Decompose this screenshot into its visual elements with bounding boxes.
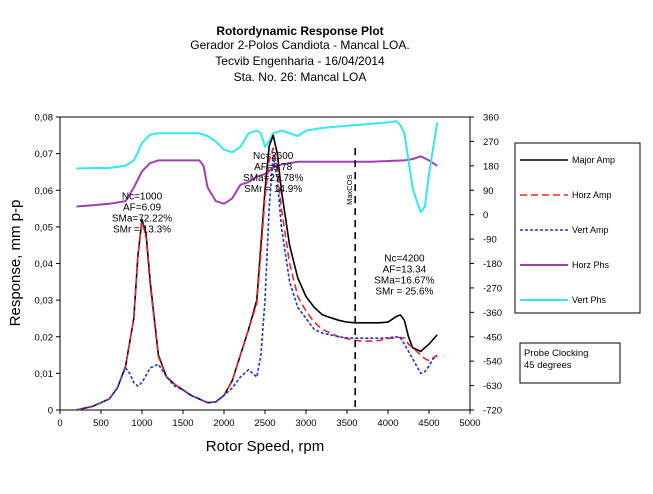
y-tick-label: 0,03 [35, 296, 54, 307]
legend [514, 142, 641, 314]
annotation-line: SMr = 14.9% [244, 184, 302, 195]
x-tick-label: 4000 [377, 418, 398, 429]
x-axis: 0 500 1000 1500 2000 2500 3000 3500 4000 4500 5000 [57, 410, 481, 429]
y-axis-label: Response, mm p-p [7, 200, 24, 327]
y-tick-label: 0 [48, 406, 53, 417]
annotation-line: AF=9.78 [254, 162, 293, 173]
y-tick-label: 0,05 [35, 222, 54, 233]
legend-items: Major Amp Horz Amp Vert Amp Horz Phs Vert Ph… [520, 155, 615, 305]
annotation-line: SMa=16.67% [374, 276, 434, 287]
y2-tick-label: -360 [483, 308, 502, 319]
legend-label-horz-phs: Horz Phs [572, 260, 610, 270]
series-line-vert-phs [76, 120, 439, 213]
y2-tick-label: 360 [483, 113, 499, 124]
y2-tick-label: 180 [483, 161, 499, 172]
y-tick-label: 0,08 [35, 113, 54, 124]
y2-tick-label: -270 [483, 283, 502, 294]
y2-tick-label: 0 [483, 210, 488, 221]
y2-tick-label: -630 [483, 381, 502, 392]
annotation-line: Nc=4200 [384, 254, 425, 265]
x-tick-label: 5000 [459, 418, 480, 429]
legend-label-vert-phs: Vert Phs [572, 295, 607, 305]
y2-tick-label: -90 [483, 235, 497, 246]
annotation-line: SMa=72.22% [112, 213, 172, 224]
x-tick-label: 500 [93, 418, 109, 429]
y2-tick-label: 90 [483, 186, 494, 197]
annotation-line: AF=13.34 [383, 265, 427, 276]
legend-label-vert-amp: Vert Amp [572, 225, 609, 235]
chart-subtitle-1: Gerador 2-Polos Candiota - Mancal LOA. [190, 38, 409, 52]
x-tick-label: 1000 [131, 418, 152, 429]
y2-tick-label: -720 [483, 406, 502, 417]
annotations: Nc=1000 AF=6.09 SMa=72.22% SMr = 13.3% Nc=26… [112, 151, 435, 298]
x-tick-label: 2500 [254, 418, 275, 429]
probe-note-line-1: Probe Clocking [524, 348, 588, 359]
series-line-horz-amp [76, 147, 438, 411]
x-tick-label: 4500 [418, 418, 439, 429]
y-axis-right: -720 -630 -540 -450 -360 -270 -180 -90 0 90 180 270… [470, 113, 502, 417]
y-tick-label: 0,07 [35, 149, 54, 160]
y-tick-label: 0,02 [35, 332, 54, 343]
legend-label-horz-amp: Horz Amp [572, 190, 612, 200]
x-tick-label: 3500 [336, 418, 357, 429]
series-layer [76, 120, 439, 411]
annotation-nc-1000: Nc=1000 AF=6.09 SMa=72.22% SMr = 13.3% [112, 191, 172, 235]
x-tick-label: 2000 [213, 418, 234, 429]
series-line-vert-amp [76, 154, 438, 411]
y2-tick-label: -450 [483, 332, 502, 343]
chart-subtitle-2: Tecvib Engenharia - 16/04/2014 [215, 54, 385, 68]
y2-tick-label: -540 [483, 357, 502, 368]
x-axis-label: Rotor Speed, rpm [206, 438, 324, 455]
annotation-line: Nc=2600 [253, 151, 294, 162]
series-line-horz-phs [76, 155, 438, 208]
maxcos-label: MaxCOS [345, 174, 354, 204]
probe-note-box [519, 342, 621, 384]
y2-tick-label: 270 [483, 137, 499, 148]
annotation-line: AF=6.09 [123, 202, 162, 213]
x-tick-label: 1500 [172, 418, 193, 429]
probe-note-line-2: 45 degrees [524, 360, 572, 371]
annotation-nc-4200: Nc=4200 AF=13.34 SMa=16.67% SMr = 25.6% [374, 254, 434, 298]
y-axis-left: 0 0,01 0,02 0,03 0,04 0,05 0,06 0,07 0,08 [35, 113, 60, 417]
x-tick-label: 3000 [295, 418, 316, 429]
x-tick-label: 0 [57, 418, 62, 429]
y-tick-label: 0,06 [35, 186, 54, 197]
legend-label-major-amp: Major Amp [572, 155, 615, 165]
annotation-line: SMr = 25.6% [375, 287, 433, 298]
annotation-line: SMa=27.78% [243, 173, 303, 184]
annotation-line: Nc=1000 [122, 191, 163, 202]
y-tick-label: 0,01 [35, 369, 54, 380]
chart-title: Rotordynamic Response Plot [216, 24, 383, 38]
y2-tick-label: -180 [483, 259, 502, 270]
y-tick-label: 0,04 [35, 259, 54, 270]
annotation-line: SMr = 13.3% [113, 224, 171, 235]
annotation-nc-2600: Nc=2600 AF=9.78 SMa=27.78% SMr = 14.9% [243, 151, 303, 195]
chart-subtitle-3: Sta. No. 26: Mancal LOA [234, 70, 367, 84]
